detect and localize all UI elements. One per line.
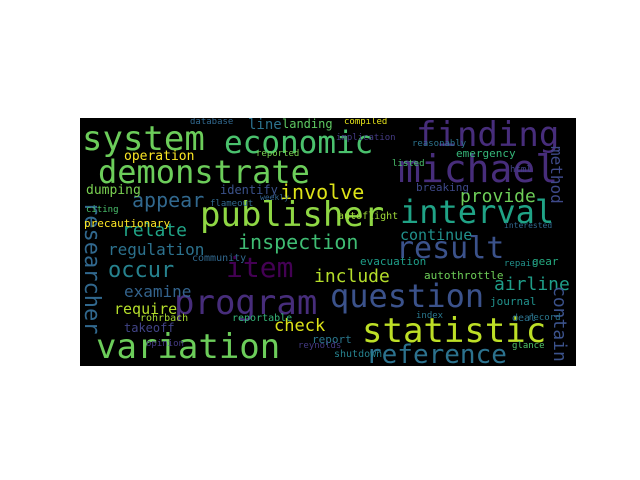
word: glance xyxy=(512,341,545,351)
word: reference xyxy=(366,340,507,366)
word: journal xyxy=(490,295,537,308)
word: appear xyxy=(132,188,205,212)
word: citing xyxy=(86,205,119,215)
word: method xyxy=(547,146,566,204)
word: statistic xyxy=(362,311,547,351)
word: involve xyxy=(280,180,365,204)
word: autoflight xyxy=(338,211,399,222)
word: dumping xyxy=(86,183,141,198)
word: precautionary xyxy=(84,217,171,230)
word: occur xyxy=(108,258,175,283)
word: airline xyxy=(494,274,570,295)
word: michael xyxy=(398,147,559,191)
word: inspection xyxy=(238,230,359,254)
word: line xyxy=(248,118,282,133)
word: weekly xyxy=(260,193,289,202)
word: reasonably xyxy=(412,139,467,149)
word: database xyxy=(190,118,234,127)
word: html xyxy=(510,165,532,175)
word: index xyxy=(416,311,444,321)
word: question xyxy=(330,277,485,315)
word: reported xyxy=(256,149,300,159)
word: opinion xyxy=(146,339,184,349)
word: reportable xyxy=(232,313,293,324)
word: program xyxy=(174,283,318,323)
word: takeoff xyxy=(124,321,175,335)
word: require xyxy=(114,300,178,318)
word: gear xyxy=(532,255,559,268)
word: contain xyxy=(549,286,570,362)
word: examine xyxy=(124,282,192,301)
word: identify xyxy=(220,183,278,197)
word: variation xyxy=(96,327,281,366)
word: reynolds xyxy=(298,341,342,351)
word: interval xyxy=(400,193,555,231)
word: demonstrate xyxy=(98,153,310,191)
word: include xyxy=(314,266,390,287)
word: system xyxy=(82,119,205,159)
word: repair xyxy=(504,259,537,269)
word: interested xyxy=(504,221,553,230)
word: relate xyxy=(122,220,188,241)
word: implication xyxy=(336,133,396,143)
word: breaking xyxy=(416,181,469,194)
word: record xyxy=(528,313,561,323)
word: listed xyxy=(392,159,425,169)
word: check xyxy=(274,316,326,336)
word-cloud: system economic finding demonstrate mich… xyxy=(80,118,576,366)
word: provide xyxy=(460,186,536,207)
word: result xyxy=(396,231,505,266)
word: economic xyxy=(224,125,374,161)
word: emergency xyxy=(456,147,516,160)
word: evacuation xyxy=(360,255,427,268)
word: report xyxy=(312,333,352,346)
word: operation xyxy=(124,149,195,164)
word: autothrottle xyxy=(424,269,504,282)
word: item xyxy=(226,251,294,284)
word: regulation xyxy=(108,240,205,259)
word: community xyxy=(192,253,247,264)
word: landing xyxy=(282,118,333,131)
word: finding xyxy=(416,118,560,155)
word: flameout xyxy=(210,199,254,209)
word: continue xyxy=(400,226,473,244)
word: deal xyxy=(512,313,537,324)
word: compiled xyxy=(344,118,388,127)
word: shutdown xyxy=(334,349,383,360)
word: publisher xyxy=(200,195,385,235)
word: rohrbach xyxy=(140,313,189,324)
